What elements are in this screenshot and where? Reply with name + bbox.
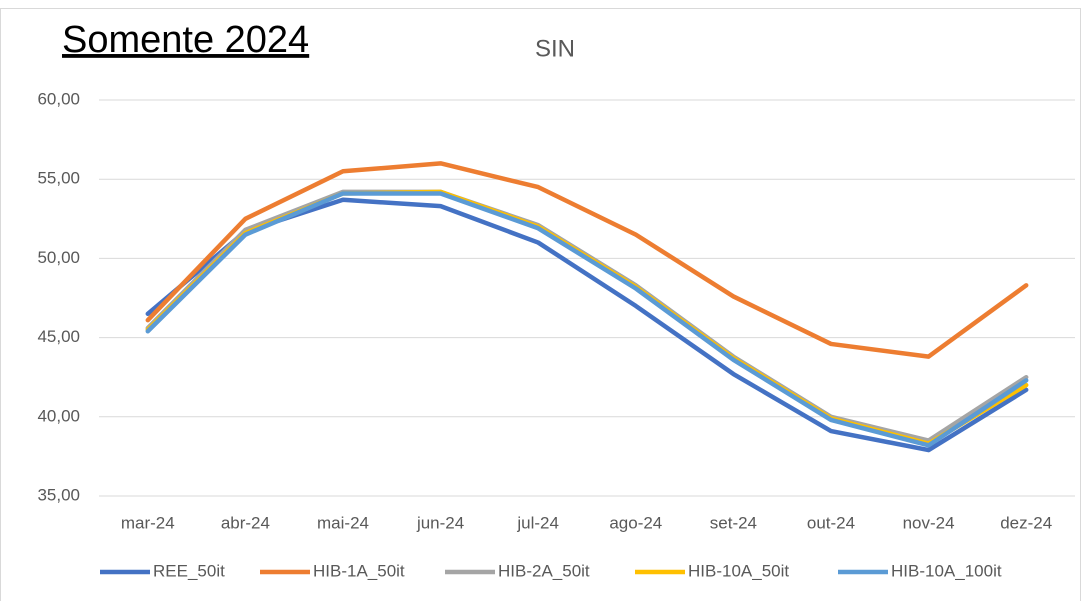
legend-label: HIB-10A_100it (891, 561, 1002, 580)
y-tick-label: 35,00 (37, 485, 80, 504)
y-tick-label: 55,00 (37, 169, 80, 188)
x-tick-label: nov-24 (903, 513, 955, 532)
x-tick-label: jul-24 (516, 513, 559, 532)
chart-border (0, 8, 1081, 601)
legend-label: REE_50it (153, 561, 225, 580)
y-tick-label: 50,00 (37, 248, 80, 267)
x-tick-label: dez-24 (1000, 513, 1052, 532)
x-tick-label: jun-24 (416, 513, 464, 532)
x-tick-label: out-24 (807, 513, 855, 532)
y-tick-label: 60,00 (37, 89, 80, 108)
x-tick-label: ago-24 (609, 513, 662, 532)
legend-label: HIB-10A_50it (688, 561, 789, 580)
series-line (145, 161, 1029, 359)
annotation: Somente 2024 (62, 19, 309, 61)
legend-label: HIB-1A_50it (313, 561, 405, 580)
x-tick-label: mar-24 (121, 513, 175, 532)
x-tick-label: mai-24 (317, 513, 369, 532)
series-line (145, 191, 1029, 448)
x-tick-label: set-24 (710, 513, 757, 532)
y-tick-label: 45,00 (37, 327, 80, 346)
y-tick-label: 40,00 (37, 406, 80, 425)
legend-label: HIB-2A_50it (498, 561, 590, 580)
chart-title: SIN (535, 35, 575, 62)
x-tick-label: abr-24 (221, 513, 270, 532)
